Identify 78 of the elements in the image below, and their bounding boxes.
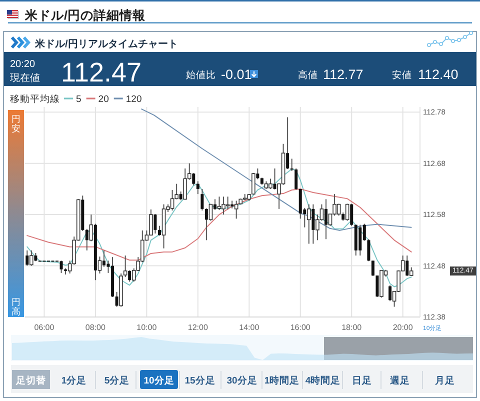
candlestick xyxy=(286,116,290,170)
text: 4時間足 xyxy=(305,374,341,386)
candlestick xyxy=(324,198,328,240)
text: 円高 xyxy=(12,297,20,316)
x-tick-label: 14:00 xyxy=(239,323,260,332)
text: 高値 xyxy=(298,69,318,81)
legend-label: 5 xyxy=(76,94,82,105)
candlestick xyxy=(256,168,260,180)
candlestick xyxy=(217,196,222,210)
candlestick xyxy=(312,204,315,244)
candlestick xyxy=(98,256,102,274)
text: 112.77 xyxy=(323,67,364,82)
candlestick xyxy=(102,250,106,268)
legend-label: 20 xyxy=(98,94,109,105)
text: 円安 xyxy=(12,114,20,134)
candlestick xyxy=(123,255,128,278)
candlestick xyxy=(290,158,294,172)
candlestick xyxy=(307,204,311,244)
text: 5分足 xyxy=(104,374,130,386)
legend-title: 移動平均線 xyxy=(10,93,60,105)
chart-title: 米ドル/円の詳細情報 xyxy=(24,8,146,22)
x-tick-label: 08:00 xyxy=(85,323,106,332)
text: -0.01 xyxy=(221,67,252,82)
candlestick xyxy=(234,200,238,220)
candlestick xyxy=(89,214,94,242)
candlestick xyxy=(350,203,354,226)
candlestick xyxy=(200,188,204,211)
candlestick xyxy=(213,198,216,210)
candlestick xyxy=(294,168,298,190)
candlestick xyxy=(222,196,226,216)
candlestick xyxy=(388,284,392,302)
text: 現在値 xyxy=(10,72,40,84)
text: 週足 xyxy=(389,374,410,386)
text: 20:20 xyxy=(10,59,36,70)
candlestick xyxy=(26,250,29,266)
candlestick xyxy=(371,260,374,277)
text: 112.40 xyxy=(418,67,458,82)
text: 15分足 xyxy=(184,374,216,386)
x-tick-label: 10:00 xyxy=(136,323,158,332)
chart-subtitle: 米ドル/円リアルタイムチャート xyxy=(34,38,178,50)
text: 日足 xyxy=(352,374,372,386)
line-series xyxy=(26,168,412,288)
text: 1分足 xyxy=(61,374,87,386)
candlestick xyxy=(154,214,157,234)
x-tick-label: 06:00 xyxy=(34,323,55,332)
text: 10分足 xyxy=(144,374,174,386)
candlestick xyxy=(128,270,132,282)
legend-label: 120 xyxy=(126,94,142,105)
text: 安値 xyxy=(392,69,412,81)
candlestick xyxy=(208,204,213,222)
candlestick xyxy=(30,250,34,266)
text: 30分足 xyxy=(226,374,258,386)
text: 1時間足 xyxy=(264,374,300,386)
line-series xyxy=(141,108,412,231)
text: 月足 xyxy=(434,374,455,386)
candlestick xyxy=(376,275,379,298)
candlestick xyxy=(170,189,174,211)
candlestick xyxy=(268,178,272,190)
candlestick xyxy=(204,208,208,241)
x-tick-label: 12:00 xyxy=(188,323,208,332)
x-tick-label: 20:00 xyxy=(392,323,414,332)
candlestick xyxy=(273,168,276,190)
candlestick xyxy=(406,255,409,277)
candlestick xyxy=(85,228,88,251)
text: 112.47 xyxy=(61,58,142,88)
text: 始値比 xyxy=(186,69,216,81)
candlestick xyxy=(60,260,63,274)
candlestick xyxy=(345,203,350,222)
candlestick xyxy=(149,208,153,236)
candlestick xyxy=(196,180,200,195)
candlestick xyxy=(115,291,118,308)
text: 足切替 xyxy=(15,374,46,386)
candlestick xyxy=(158,225,161,236)
candlestick xyxy=(358,224,362,256)
x-tick-label: 18:00 xyxy=(342,323,362,332)
candlestick xyxy=(367,238,370,262)
candlestick xyxy=(192,172,196,186)
x-tick-label: 16:00 xyxy=(290,323,311,332)
